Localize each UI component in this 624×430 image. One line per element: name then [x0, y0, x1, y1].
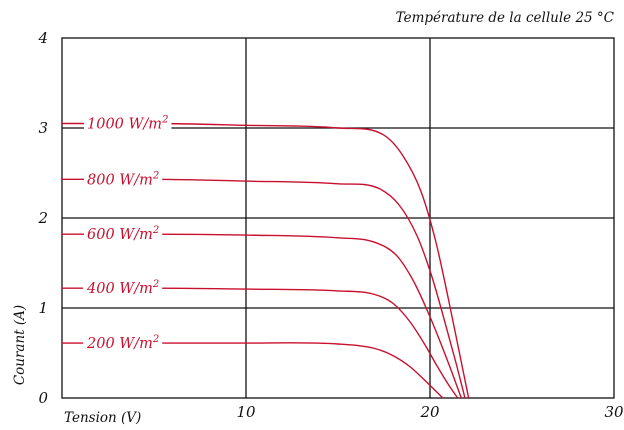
y-tick-label: 4: [37, 29, 48, 47]
series-label-superscript: 2: [152, 225, 159, 236]
series-label: 400 W/m2: [86, 279, 159, 297]
series-label-background: [83, 333, 163, 354]
plot-frame: [61, 37, 615, 399]
series-curves: [61, 122, 470, 399]
series-label-group: 800 W/m2: [84, 169, 163, 190]
series-label-superscript: 2: [152, 334, 159, 345]
y-tick-label: 3: [38, 119, 48, 137]
series-label-background: [84, 113, 172, 134]
x-axis-title: Tension (V): [64, 410, 141, 426]
x-tick-label: 30: [604, 403, 624, 421]
series-label: 600 W/m2: [87, 225, 159, 243]
series-curve: [61, 342, 444, 399]
series-label-superscript: 2: [161, 115, 168, 126]
y-axis-title: Courant (A): [12, 305, 28, 385]
x-tick-label: 20: [419, 403, 440, 421]
series-label-group: 1000 W/m2: [84, 113, 172, 134]
series-curve: [62, 122, 470, 399]
temperature-note: Température de la cellule 25 °C: [396, 10, 615, 26]
series-label-text: 400 W/m: [86, 281, 153, 297]
series-curve: [62, 233, 462, 399]
series-label-superscript: 2: [152, 279, 159, 290]
series-label-text: 800 W/m: [87, 172, 153, 188]
series-label-text: 200 W/m: [86, 336, 153, 352]
series-label: 200 W/m2: [86, 334, 159, 352]
series-label-group: 600 W/m2: [84, 224, 163, 245]
series-label-superscript: 2: [152, 170, 159, 181]
series-label-group: 400 W/m2: [83, 278, 163, 299]
series-label: 1000 W/m2: [87, 115, 168, 133]
series-label-background: [83, 278, 163, 299]
series-label: 800 W/m2: [87, 170, 159, 188]
series-curve: [62, 178, 466, 399]
y-tick-label: 0: [38, 389, 48, 407]
y-tick-label: 1: [38, 299, 48, 317]
x-tick-label: 10: [236, 403, 256, 421]
series-label-group: 200 W/m2: [83, 333, 163, 354]
series-label-text: 600 W/m: [87, 227, 153, 243]
series-label-text: 1000 W/m: [87, 117, 162, 133]
y-tick-label: 2: [37, 209, 48, 227]
axes: [61, 37, 615, 399]
series-label-background: [84, 169, 163, 190]
series-label-background: [84, 224, 163, 245]
tick-labels: 0 1 2 3 4 10 20 30: [37, 29, 624, 421]
series-curve: [62, 287, 459, 399]
